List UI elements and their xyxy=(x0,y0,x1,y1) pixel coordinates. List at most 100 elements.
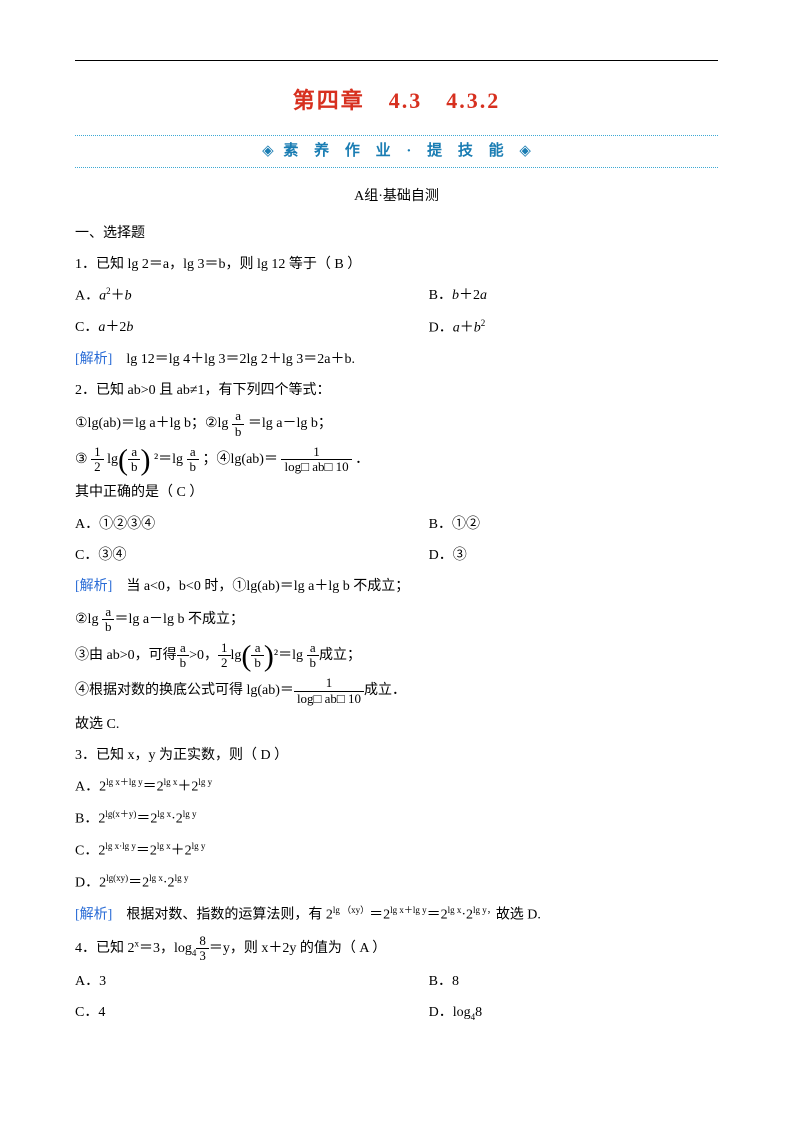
t: 根据对数、指数的运算法则，有 2 xyxy=(112,907,333,922)
q4-a: A．3 xyxy=(75,969,429,994)
q2-an5: 故选 C. xyxy=(75,712,718,737)
t: C．2 xyxy=(75,844,105,859)
q2-row-ab: A．①②③④ B．①② xyxy=(75,512,718,537)
q2-an4-b: 成立． xyxy=(364,683,406,698)
t: ·2 xyxy=(163,876,175,891)
frac-den: b xyxy=(307,656,320,670)
q1-stem: 1．已知 lg 2＝a，lg 3＝b，则 lg 12 等于（ B ） xyxy=(75,252,718,277)
q4-b: B．8 xyxy=(429,969,718,994)
q2-l2-e: ． xyxy=(355,452,369,467)
section-a-header: A组·基础自测 xyxy=(75,184,718,209)
q3-stem: 3．已知 x，y 为正实数，则（ D ） xyxy=(75,743,718,768)
q2-prompt: 其中正确的是（ C ） xyxy=(75,480,718,505)
q2-an2-post: ＝lg a－lg b 不成立； xyxy=(114,612,244,627)
q2-l2-c: ²＝lg xyxy=(154,452,187,467)
t: 8 xyxy=(475,1005,482,1020)
q4-stem: 4．已知 2x＝3，log483＝y，则 x＋2y 的值为（ A ） xyxy=(75,934,718,964)
q2-an3-d: ²＝lg xyxy=(274,648,307,663)
frac-den: 3 xyxy=(196,949,209,963)
frac: 83 xyxy=(196,934,209,964)
q4-c: C．4 xyxy=(75,1000,429,1025)
frac-logab: 1log□ ab□ 10 xyxy=(281,445,351,475)
frac-den: b xyxy=(232,425,245,439)
q4-d: D．log48 xyxy=(429,1000,718,1025)
q1-row-ab: A．a2＋b B．b＋2a xyxy=(75,283,718,309)
t: ·2 xyxy=(461,907,473,922)
sup: lg x xyxy=(157,809,171,819)
banner-text: 素 养 作 业 · 提 技 能 xyxy=(283,143,509,159)
frac-num: 1 xyxy=(218,641,231,656)
banner-left-symbol: ◈ xyxy=(262,143,274,159)
q2-l1-pre: ①lg(ab)＝lg a＋lg b；②lg xyxy=(75,416,232,431)
t: ＝y，则 x＋2y 的值为（ A ） xyxy=(209,941,386,956)
sup: lg y， xyxy=(473,905,496,915)
t: ＋2 xyxy=(177,780,198,795)
q2-eq34: ③ 12 lg(ab) ²＝lg ab ；④lg(ab)＝ 1log□ ab□ … xyxy=(75,445,718,475)
frac-den: b xyxy=(251,656,264,670)
q2-eq12: ①lg(ab)＝lg a＋lg b；②lg ab ＝lg a－lg b； xyxy=(75,409,718,439)
frac-ab2: ab xyxy=(187,445,200,475)
q2-an3-c: lg xyxy=(231,648,242,663)
t: A．2 xyxy=(75,780,106,795)
frac-den: 2 xyxy=(91,460,104,474)
frac-num: a xyxy=(102,605,115,620)
top-rule xyxy=(75,60,718,61)
t: D．log xyxy=(429,1005,471,1020)
frac: 12 xyxy=(218,641,231,671)
sup: lg y xyxy=(198,777,212,787)
sup: lg(xy) xyxy=(106,873,128,883)
q2-l2-a: ③ xyxy=(75,452,88,467)
sup: lg(x＋y) xyxy=(105,809,136,819)
frac-num: a xyxy=(307,641,320,656)
frac-num: 1 xyxy=(91,445,104,460)
frac-num: 1 xyxy=(294,676,364,691)
q2-frac-ab: ab xyxy=(232,409,245,439)
frac-num: a xyxy=(128,445,141,460)
t: 4．已知 2 xyxy=(75,941,135,956)
frac: ab xyxy=(177,641,190,671)
banner-right-symbol: ◈ xyxy=(519,143,531,159)
lparen-icon: ( xyxy=(118,443,128,476)
t: 故选 D. xyxy=(496,907,541,922)
q1-analysis-text: lg 12＝lg 4＋lg 3＝2lg 2＋lg 3＝2a＋b. xyxy=(112,352,355,367)
q3-c: C．2lg x·lg y＝2lg x＋2lg y xyxy=(75,838,718,864)
frac: ab xyxy=(307,641,320,671)
sup: lg y xyxy=(183,809,197,819)
q3-analysis: [解析] 根据对数、指数的运算法则，有 2lg （xy）＝2lg x＋lg y＝… xyxy=(75,902,718,928)
q2-an3-b: >0， xyxy=(189,648,218,663)
q4-row-ab: A．3 B．8 xyxy=(75,969,718,994)
q1-row-cd: C．a＋2b D．a＋b2 xyxy=(75,315,718,341)
frac-den: log□ ab□ 10 xyxy=(294,692,364,706)
frac-num: 1 xyxy=(281,445,351,460)
rparen-icon: ) xyxy=(140,443,150,476)
frac-den: b xyxy=(187,460,200,474)
t: ＝2 xyxy=(143,780,164,795)
lparen-icon: ( xyxy=(241,639,251,672)
q2-an3-a: ③由 ab>0，可得 xyxy=(75,648,177,663)
q2-an2: ②lg ab＝lg a－lg b 不成立； xyxy=(75,605,718,635)
q4-row-cd: C．4 D．log48 xyxy=(75,1000,718,1025)
q2-a: A．①②③④ xyxy=(75,512,429,537)
q3-d: D．2lg(xy)＝2lg x·2lg y xyxy=(75,870,718,896)
q2-an1-text: 当 a<0，b<0 时，①lg(ab)＝lg a＋lg b 不成立； xyxy=(112,579,409,594)
q1-c: C．a＋2b xyxy=(75,315,429,341)
q2-l1-post: ＝lg a－lg b； xyxy=(248,416,332,431)
frac-den: b xyxy=(177,656,190,670)
t: ＝2 xyxy=(136,812,157,827)
q2-an1: [解析] 当 a<0，b<0 时，①lg(ab)＝lg a＋lg b 不成立； xyxy=(75,574,718,599)
t: B．2 xyxy=(75,812,105,827)
frac: 1log□ ab□ 10 xyxy=(294,676,364,706)
t: ·2 xyxy=(171,812,183,827)
frac-den: 2 xyxy=(218,656,231,670)
q2-row-cd: C．③④ D．③ xyxy=(75,543,718,568)
frac-half: 12 xyxy=(91,445,104,475)
rparen-icon: ) xyxy=(264,639,274,672)
banner-strip: ◈ 素 养 作 业 · 提 技 能 ◈ xyxy=(75,135,718,168)
sup: lg x xyxy=(448,905,462,915)
t: ＝2 xyxy=(128,876,149,891)
frac-ab-paren: ab xyxy=(128,445,141,475)
heading-choice: 一、选择题 xyxy=(75,221,718,246)
sup: lg x·lg y xyxy=(105,841,136,851)
q1-a: A．a2＋b xyxy=(75,283,429,309)
q2-an3: ③由 ab>0，可得ab>0，12lg(ab)²＝lg ab成立； xyxy=(75,641,718,671)
